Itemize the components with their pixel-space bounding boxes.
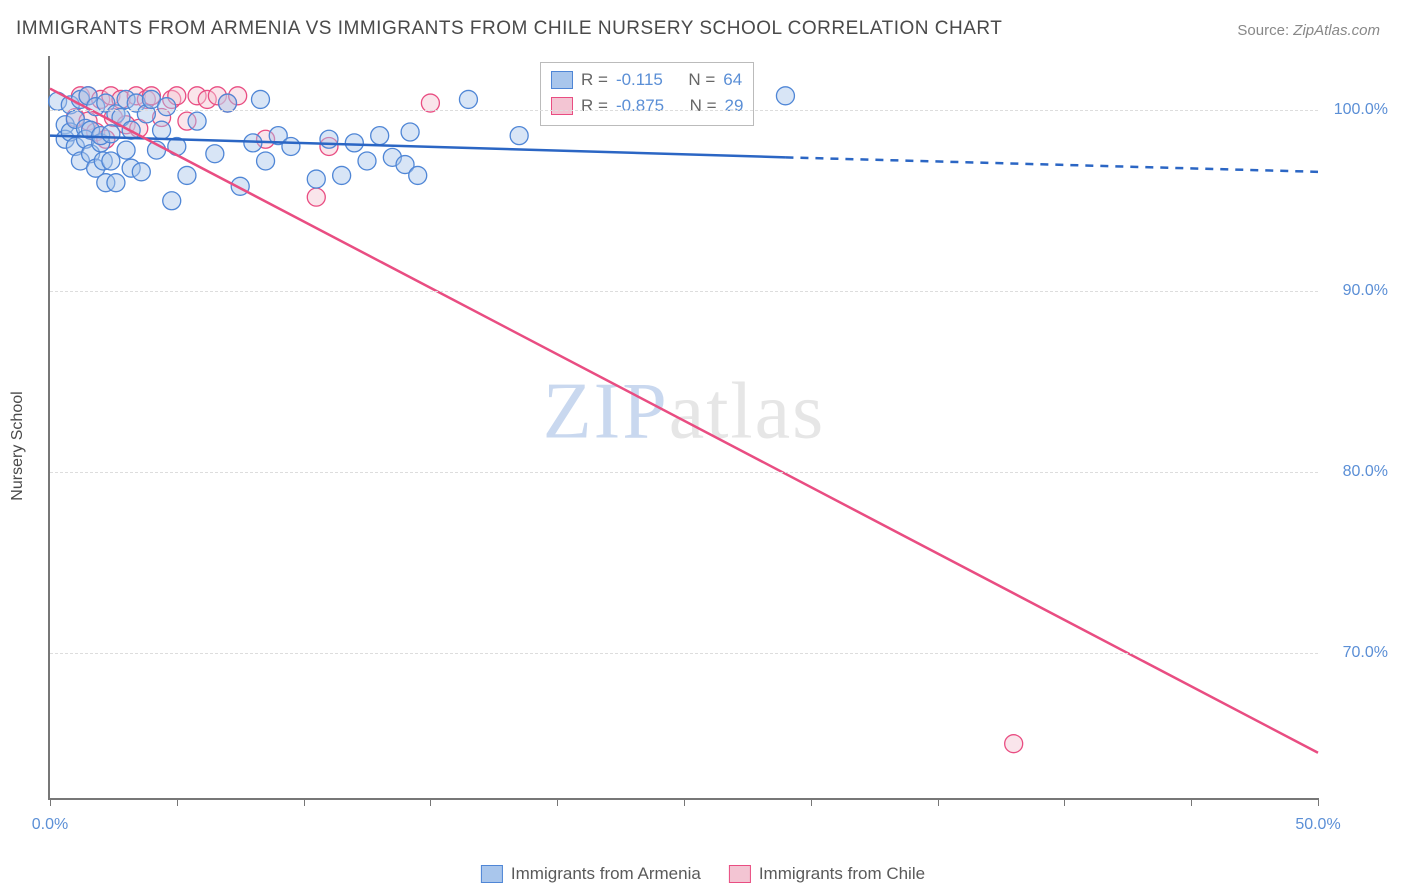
x-tick (557, 798, 558, 806)
x-tick (1191, 798, 1192, 806)
y-tick-label: 100.0% (1328, 101, 1388, 119)
plot-area: ZIPatlas R = -0.115 N = 64 R = -0.875 N … (48, 56, 1318, 800)
gridline (50, 110, 1318, 111)
gridline (50, 653, 1318, 654)
x-tick (430, 798, 431, 806)
y-tick-label: 90.0% (1328, 282, 1388, 300)
x-tick (1064, 798, 1065, 806)
source-value: ZipAtlas.com (1293, 22, 1380, 39)
source-attribution: Source: ZipAtlas.com (1237, 22, 1380, 39)
chile-n-value: 29 (725, 93, 744, 119)
n-label: N = (690, 93, 717, 119)
gridline (50, 472, 1318, 473)
legend-row-chile: R = -0.875 N = 29 (551, 93, 743, 119)
legend-item-armenia: Immigrants from Armenia (481, 864, 701, 884)
chart-svg (50, 56, 1318, 798)
chile-r-value: -0.875 (616, 93, 664, 119)
correlation-legend: R = -0.115 N = 64 R = -0.875 N = 29 (540, 62, 754, 126)
x-tick (304, 798, 305, 806)
swatch-armenia (481, 865, 503, 883)
swatch-armenia (551, 71, 573, 89)
armenia-n-value: 64 (723, 67, 742, 93)
chart-title: IMMIGRANTS FROM ARMENIA VS IMMIGRANTS FR… (16, 18, 1002, 40)
n-label: N = (688, 67, 715, 93)
legend-item-chile: Immigrants from Chile (729, 864, 925, 884)
x-tick (50, 798, 51, 806)
x-tick (177, 798, 178, 806)
y-tick-label: 80.0% (1328, 463, 1388, 481)
armenia-r-value: -0.115 (616, 67, 663, 93)
x-tick (1318, 798, 1319, 806)
source-label: Source: (1237, 22, 1289, 39)
legend-label-armenia: Immigrants from Armenia (511, 864, 701, 884)
y-axis-title: Nursery School (9, 391, 27, 500)
swatch-chile (729, 865, 751, 883)
x-tick (684, 798, 685, 806)
x-tick-label: 0.0% (32, 816, 68, 834)
x-tick-label: 50.0% (1295, 816, 1340, 834)
x-tick (811, 798, 812, 806)
legend-row-armenia: R = -0.115 N = 64 (551, 67, 743, 93)
x-tick (938, 798, 939, 806)
y-tick-label: 70.0% (1328, 644, 1388, 662)
legend-label-chile: Immigrants from Chile (759, 864, 925, 884)
series-legend: Immigrants from Armenia Immigrants from … (481, 864, 925, 884)
swatch-chile (551, 97, 573, 115)
r-label: R = (581, 93, 608, 119)
r-label: R = (581, 67, 608, 93)
gridline (50, 291, 1318, 292)
